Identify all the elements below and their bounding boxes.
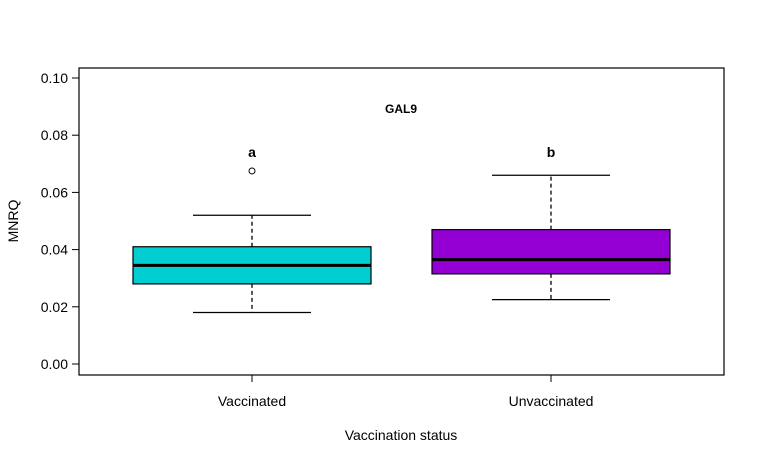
iqr-box	[431, 228, 671, 275]
group-letter: b	[547, 144, 556, 160]
y-tick-label: 0.10	[41, 70, 68, 86]
y-tick-label: 0.00	[41, 356, 68, 372]
x-tick-label: Unvaccinated	[509, 393, 594, 409]
y-tick-label: 0.08	[41, 127, 68, 143]
x-axis-title: Vaccination status	[345, 427, 458, 443]
box-group-vaccinated: a	[132, 144, 372, 314]
y-axis-ticks: 0.00 0.02 0.04 0.06 0.08 0.10	[41, 70, 79, 372]
outlier-point	[248, 167, 256, 175]
box-group-unvaccinated: b	[431, 144, 671, 301]
y-tick-label: 0.06	[41, 184, 68, 200]
y-tick-label: 0.04	[41, 242, 68, 258]
plot-title: GAL9	[385, 102, 417, 116]
y-tick-label: 0.02	[41, 299, 68, 315]
y-axis-title: MNRQ	[5, 200, 21, 243]
x-tick-label: Vaccinated	[218, 393, 286, 409]
x-axis-ticks: Vaccinated Unvaccinated	[218, 375, 594, 409]
group-letter: a	[248, 144, 256, 160]
